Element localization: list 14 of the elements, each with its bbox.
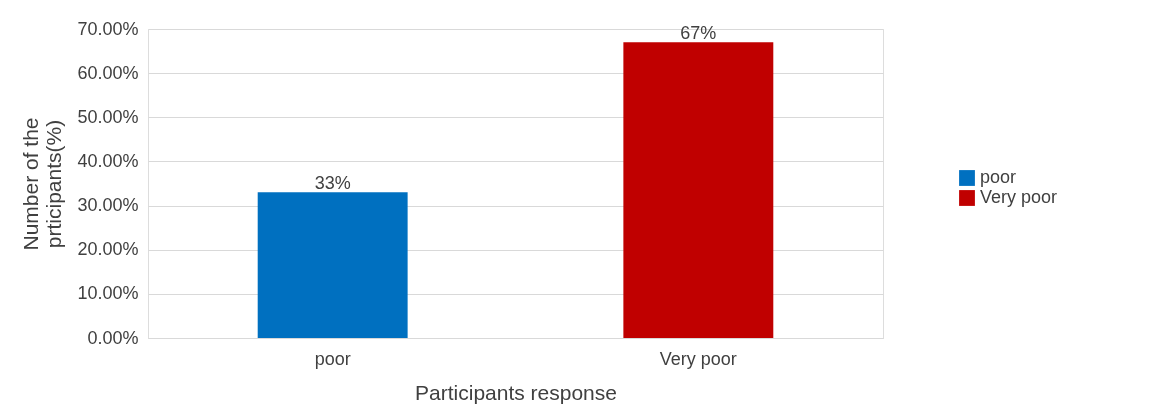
y-tick-label: 40.00% [77,150,139,171]
y-tick-label: 0.00% [87,327,139,348]
data-label: 33% [314,173,351,194]
legend-label: Very poor [980,187,1058,207]
y-tick-label: 10.00% [77,283,139,304]
x-axis-title: Participants response [415,380,617,404]
y-axis-title: Number of the prticipants(%) [19,117,66,251]
y-tick-label: 30.00% [77,195,139,216]
y-tick-label: 20.00% [77,239,139,260]
y-tick-label: 70.00% [77,18,139,39]
data-label: 67% [680,23,717,44]
legend-label: poor [980,167,1017,187]
y-tick-label: 60.00% [77,62,139,83]
y-tick-label: 50.00% [77,106,139,127]
